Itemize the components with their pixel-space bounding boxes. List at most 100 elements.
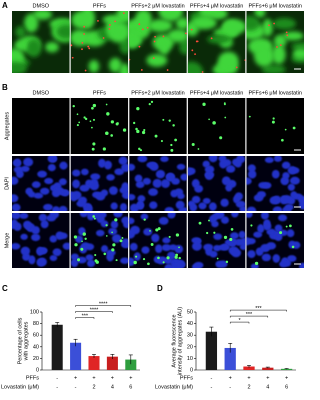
panel-label: B — [2, 83, 8, 92]
aggregate — [97, 19, 99, 22]
nucleus — [208, 202, 217, 211]
nucleus — [121, 182, 129, 192]
aggregate — [174, 138, 177, 142]
aggregate — [110, 120, 114, 124]
column-label: PFFs+6 μM lovastatin — [248, 3, 301, 9]
aggregate — [208, 118, 210, 121]
cell — [292, 48, 304, 60]
aggregate — [142, 258, 146, 261]
cell — [88, 60, 100, 73]
x-row-value: 4 — [111, 384, 114, 390]
nucleus — [160, 179, 171, 188]
panel-label: D — [157, 284, 163, 293]
nucleus — [192, 241, 202, 251]
aggregate — [178, 256, 181, 260]
nucleus — [98, 158, 106, 168]
micrograph — [129, 98, 187, 154]
aggregate — [119, 239, 123, 243]
aggregate — [148, 103, 151, 106]
y-tick-label: 20 — [33, 356, 39, 362]
aggregate — [112, 243, 116, 247]
x-row-value: - — [56, 384, 58, 390]
aggregate — [279, 231, 283, 235]
micrograph-content — [246, 156, 304, 211]
nucleus — [203, 243, 214, 251]
y-tick-label: 20 — [187, 344, 193, 350]
bar — [224, 347, 236, 370]
nucleus — [248, 169, 257, 179]
nucleus — [12, 203, 21, 211]
aggregate — [172, 124, 175, 127]
x-row-value: - — [210, 384, 212, 390]
nucleus — [269, 196, 279, 205]
micrograph-bg — [187, 98, 246, 154]
cell — [135, 11, 152, 29]
nucleus — [121, 216, 129, 225]
nucleus — [114, 168, 125, 176]
aggregate — [191, 142, 195, 146]
nucleus — [23, 220, 32, 229]
nucleus — [277, 214, 288, 222]
nucleus — [12, 194, 19, 203]
micrograph — [246, 156, 304, 211]
aggregate — [94, 253, 97, 257]
nucleus — [141, 246, 150, 254]
aggregate — [284, 128, 287, 131]
aggregate — [154, 134, 158, 138]
aggregate — [272, 117, 275, 120]
y-tick-label: 50 — [187, 309, 193, 315]
micrograph-content — [246, 11, 304, 73]
nucleus — [174, 244, 184, 254]
micrograph — [12, 98, 70, 154]
x-row-label: PFFs — [180, 375, 193, 381]
micrograph-content — [70, 156, 129, 211]
nucleus — [85, 254, 94, 261]
nucleus — [40, 220, 49, 229]
nucleus — [113, 213, 123, 218]
cell — [159, 40, 170, 55]
aggregate — [178, 246, 180, 249]
nucleus — [202, 198, 211, 205]
cell — [261, 64, 286, 73]
significance-bracket — [75, 311, 113, 313]
aggregate — [162, 35, 165, 38]
nucleus — [87, 213, 95, 221]
cell — [191, 16, 217, 30]
aggregate — [285, 31, 288, 34]
micrograph-content — [70, 11, 129, 73]
aggregate — [223, 235, 228, 240]
x-row-value: 4 — [266, 384, 269, 390]
micrograph-content — [246, 213, 304, 268]
nucleus — [230, 232, 239, 239]
nucleus — [264, 156, 274, 164]
nucleus — [246, 177, 252, 185]
micrograph-bg — [70, 98, 129, 154]
cell — [187, 61, 204, 73]
nucleus — [96, 229, 105, 237]
micrograph — [70, 98, 129, 154]
nucleus — [274, 224, 283, 233]
nucleus — [272, 206, 283, 211]
column-label: PFFs+4 μM lovastatin — [190, 3, 243, 9]
bar — [125, 359, 137, 370]
cell — [211, 11, 228, 20]
x-row-value: + — [229, 375, 232, 381]
aggregate — [110, 134, 113, 137]
row-label: DAPI — [4, 177, 10, 190]
micrograph-content — [129, 156, 187, 211]
cell — [129, 34, 143, 47]
nucleus — [129, 217, 135, 225]
aggregate — [244, 59, 246, 62]
nucleus — [103, 160, 112, 170]
micrograph — [246, 213, 304, 268]
nucleus — [148, 188, 158, 196]
x-row-label: PFFs — [26, 375, 39, 381]
nucleus — [148, 161, 158, 169]
x-row-label: Lovastatin (μM) — [155, 384, 193, 390]
nucleus — [247, 250, 256, 259]
aggregate — [74, 243, 78, 247]
cell — [282, 31, 304, 41]
micrograph — [187, 156, 246, 211]
nucleus — [246, 213, 253, 218]
nucleus — [246, 206, 257, 211]
